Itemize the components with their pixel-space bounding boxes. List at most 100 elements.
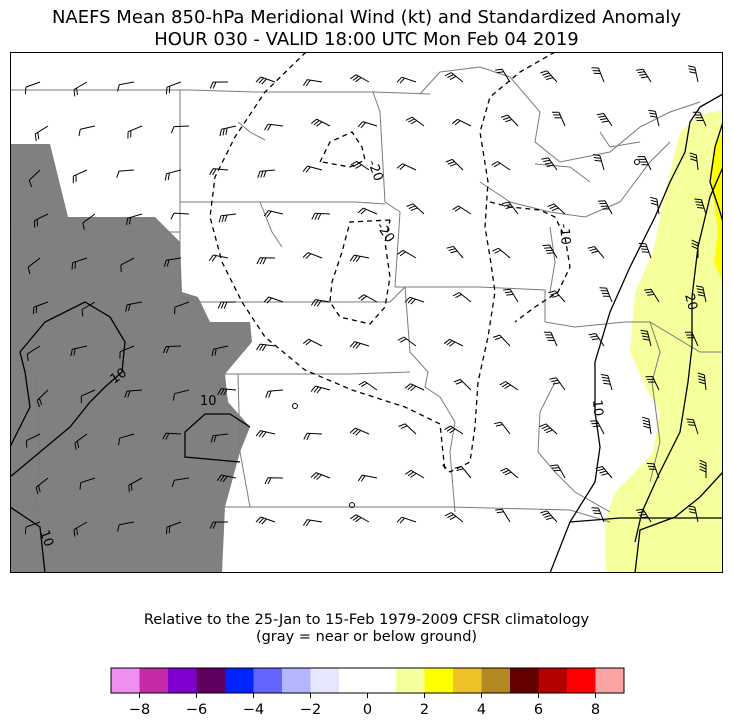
colorbar: −8 −6 −4 −2 0 2 4 6 8 [110, 667, 625, 718]
colorbar-tick-label: 6 [534, 702, 543, 718]
wind-barb [600, 374, 613, 391]
wind-barb [73, 81, 88, 97]
dashed-contours [209, 52, 571, 473]
wind-barb [218, 213, 237, 223]
colorbar-cell [538, 668, 568, 693]
wind-barb [310, 472, 331, 481]
ground-note: (gray = near or below ground) [255, 629, 478, 645]
wind-anomaly-map: -20 -20 -10 10 10 10 10 20 [10, 52, 723, 573]
wind-barb [263, 210, 284, 218]
wind-barb [443, 338, 464, 347]
colorbar-cell [196, 668, 226, 693]
wind-barb [642, 416, 652, 435]
wind-barb [263, 296, 284, 304]
wind-barb [587, 246, 605, 259]
wind-barb [638, 242, 652, 259]
wind-barb [495, 508, 511, 523]
contour-label: -20 [364, 158, 385, 183]
map-title: NAEFS Mean 850-hPa Meridional Wind (kt) … [51, 7, 682, 28]
colorbar-cell [139, 668, 169, 693]
wind-barb [684, 331, 699, 347]
colorbar-cell [510, 668, 539, 693]
wind-barb [126, 213, 143, 226]
wind-barb [208, 254, 229, 262]
wind-barb [310, 299, 331, 307]
wind-barb [636, 68, 652, 83]
wind-barb [591, 507, 605, 523]
wind-barb [540, 70, 558, 83]
wind-barb [543, 331, 558, 347]
wind-barb [550, 464, 566, 479]
wind-barb [264, 477, 284, 485]
wind-barb [542, 244, 558, 259]
wind-barb [636, 508, 652, 523]
colorbar-cell [453, 668, 482, 693]
wind-barb [310, 385, 331, 394]
wind-barb [596, 113, 613, 127]
wind-barb [640, 329, 652, 347]
wind-barb [697, 372, 707, 391]
wind-barb [493, 421, 511, 435]
wind-barb [444, 512, 464, 523]
wind-barb [265, 389, 284, 398]
wind-barb [397, 249, 417, 259]
city-marker [292, 403, 298, 409]
wind-barb [80, 389, 96, 404]
wind-barb [256, 257, 276, 265]
colorbar-tick-label: −8 [129, 702, 150, 718]
wind-barb [26, 345, 41, 361]
wind-barb [452, 292, 472, 303]
wind-barb [405, 116, 425, 127]
wind-barb [162, 432, 182, 440]
wind-barb [32, 301, 49, 315]
colorbar-cell [225, 668, 254, 693]
wind-barb [687, 65, 699, 83]
wind-barb [82, 213, 96, 230]
wind-barb [686, 418, 699, 435]
wind-barb [170, 212, 190, 220]
colorbar-tick-label: −2 [300, 702, 321, 718]
wind-barb [171, 477, 190, 488]
wind-barb [650, 196, 660, 215]
wind-barb [637, 156, 652, 171]
wind-barb [302, 252, 323, 259]
colorbar-cell [282, 668, 311, 693]
wind-barb [71, 257, 88, 270]
wind-barb [27, 257, 41, 275]
wind-barb [350, 74, 370, 83]
wind-barb [163, 257, 182, 268]
wind-barb [501, 201, 519, 215]
wind-barb [116, 169, 135, 178]
wind-barbs [24, 65, 707, 537]
wind-barb [398, 423, 417, 435]
wind-barb [120, 257, 135, 273]
wind-barb [548, 290, 566, 303]
wind-barb [166, 521, 182, 535]
wind-barb [81, 301, 96, 317]
wind-barb [357, 121, 378, 129]
wind-barb [70, 345, 88, 357]
wind-barb [499, 381, 519, 391]
colorbar-cell [367, 668, 397, 693]
colorbar-cell [111, 668, 140, 693]
wind-barb [687, 505, 699, 523]
wind-barb [349, 254, 370, 263]
city-marker [349, 502, 355, 508]
wind-barb [170, 125, 190, 134]
wind-barb [255, 76, 276, 85]
contour-label: 10 [589, 399, 605, 417]
colorbar-cell [339, 668, 368, 693]
wind-barb [500, 114, 519, 127]
wind-barb [644, 288, 660, 303]
wind-barb [74, 433, 88, 450]
colorbar-cell [310, 668, 340, 693]
anomaly-shading-3-4 [710, 132, 723, 282]
wind-barb [257, 169, 276, 178]
wind-barb [124, 389, 143, 398]
wind-barb [174, 301, 190, 315]
wind-barb [350, 514, 370, 523]
wind-barb [209, 81, 229, 89]
wind-barb [303, 432, 323, 440]
wind-barb [117, 81, 135, 92]
wind-barb [256, 343, 276, 352]
